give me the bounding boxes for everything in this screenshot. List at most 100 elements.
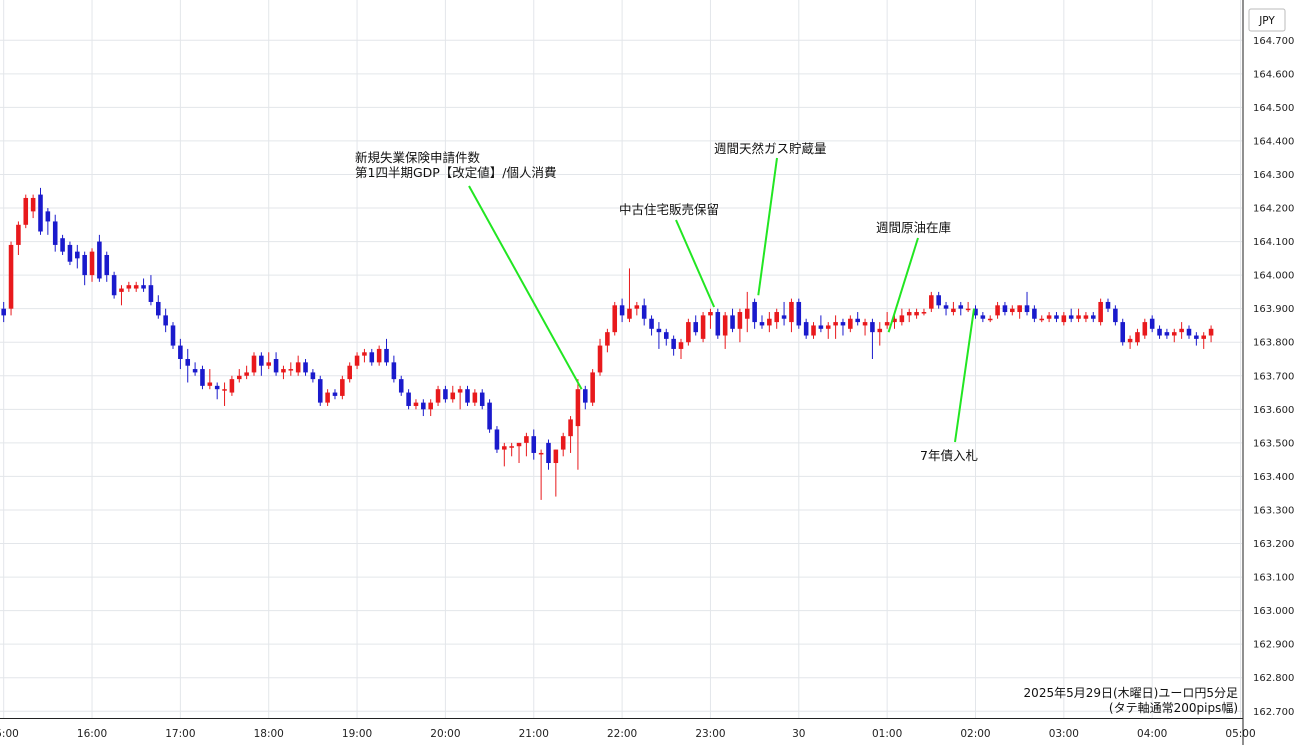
candle-body <box>435 389 441 403</box>
x-tick-label: 30 <box>792 728 805 740</box>
candle-body <box>111 275 117 296</box>
candle-body <box>649 318 654 329</box>
candle-body <box>840 322 846 326</box>
candle-body <box>575 389 581 427</box>
annotation-leader-line <box>757 157 778 296</box>
candle-bullish <box>848 315 853 333</box>
candle-bullish <box>825 322 831 339</box>
candle-bullish <box>502 442 507 467</box>
candle-body <box>38 194 43 232</box>
candle-body <box>1010 308 1015 313</box>
candle-body <box>1142 322 1148 336</box>
candle-bullish <box>119 285 124 306</box>
candle-body <box>1046 315 1052 319</box>
candle-body <box>1208 328 1214 336</box>
candle-bullish <box>1083 312 1089 323</box>
candle-body <box>8 244 14 309</box>
candle-body <box>1091 315 1096 319</box>
candle-bearish <box>111 271 117 299</box>
candle-body <box>82 254 87 276</box>
candle-bullish <box>597 338 603 376</box>
candle-bullish <box>281 365 286 380</box>
candle-bearish <box>1024 291 1030 316</box>
y-tick-label: 164.300 <box>1253 170 1294 181</box>
candle-bullish <box>575 379 581 470</box>
y-tick-label: 164.100 <box>1253 237 1294 248</box>
candle-body <box>457 389 463 393</box>
candle-bearish <box>60 234 65 255</box>
candle-bearish <box>803 318 809 339</box>
candle-bearish <box>185 348 191 383</box>
candle-body <box>148 285 154 302</box>
x-tick-label: 20:00 <box>430 728 460 740</box>
candle-body <box>398 379 404 393</box>
candle-body <box>450 392 456 400</box>
candle-bullish <box>1142 318 1148 339</box>
candle-body <box>965 308 971 311</box>
candle-body <box>686 322 691 343</box>
candle-body <box>752 301 757 323</box>
candle-body <box>141 285 146 289</box>
candle-bullish <box>1135 328 1140 346</box>
candle-body <box>273 359 279 373</box>
candle-bearish <box>730 308 735 333</box>
candle-bullish <box>767 312 772 333</box>
candle-body <box>943 305 949 309</box>
annotation-leader-line <box>954 308 976 443</box>
candle-body <box>288 369 294 371</box>
candle-bearish <box>656 322 662 349</box>
candle-bullish <box>678 338 684 359</box>
candle-bearish <box>1194 332 1199 346</box>
candle-body <box>524 436 529 443</box>
candle-bearish <box>663 328 669 346</box>
candle-body <box>185 359 191 366</box>
candle-bearish <box>148 275 154 306</box>
candle-body <box>1194 335 1199 339</box>
candle-bullish <box>516 442 522 464</box>
candle-bullish <box>347 362 352 383</box>
caption-line-1: 2025年5月29日(木曜日)ユーロ円5分足 <box>1024 686 1238 700</box>
y-tick-label: 162.900 <box>1253 640 1294 651</box>
candle-body <box>1186 328 1192 336</box>
candle-bullish <box>435 385 441 406</box>
candle-bullish <box>8 241 14 316</box>
candle-body <box>958 305 964 309</box>
candle-bullish <box>737 308 743 343</box>
candle-bullish <box>590 369 595 406</box>
y-tick-label: 164.200 <box>1253 204 1294 215</box>
candle-body <box>23 197 29 225</box>
candle-bullish <box>627 268 632 323</box>
candle-body <box>700 315 706 339</box>
candle-bullish <box>568 416 573 453</box>
candle-bullish <box>605 328 610 353</box>
candle-body <box>862 322 868 326</box>
candle-bearish <box>67 241 73 266</box>
candle-bullish <box>965 301 971 313</box>
candle-bullish <box>244 365 249 380</box>
candle-body <box>663 332 669 339</box>
candle-body <box>1120 322 1126 343</box>
candle-bullish <box>921 308 927 316</box>
candle-body <box>1149 318 1155 329</box>
x-tick-label: 01:00 <box>872 728 902 740</box>
candle-body <box>421 402 426 410</box>
candle-bearish <box>641 298 647 326</box>
annotation-leader-line <box>675 219 716 308</box>
candle-body <box>877 328 883 333</box>
candle-bearish <box>818 315 824 333</box>
candle-body <box>406 392 411 406</box>
candle-body <box>178 345 183 359</box>
candle-body <box>303 362 308 373</box>
y-tick-label: 162.800 <box>1253 673 1294 684</box>
candle-body <box>472 392 478 403</box>
candle-body <box>715 312 721 336</box>
candle-bullish <box>1179 322 1184 339</box>
candle-body <box>590 372 595 403</box>
candle-bearish <box>82 251 87 286</box>
candle-bearish <box>1002 301 1008 316</box>
candle-body <box>1113 308 1118 323</box>
candle-body <box>730 315 735 329</box>
candle-bearish <box>973 305 978 319</box>
candle-bullish <box>413 399 419 410</box>
candle-body <box>789 301 794 323</box>
